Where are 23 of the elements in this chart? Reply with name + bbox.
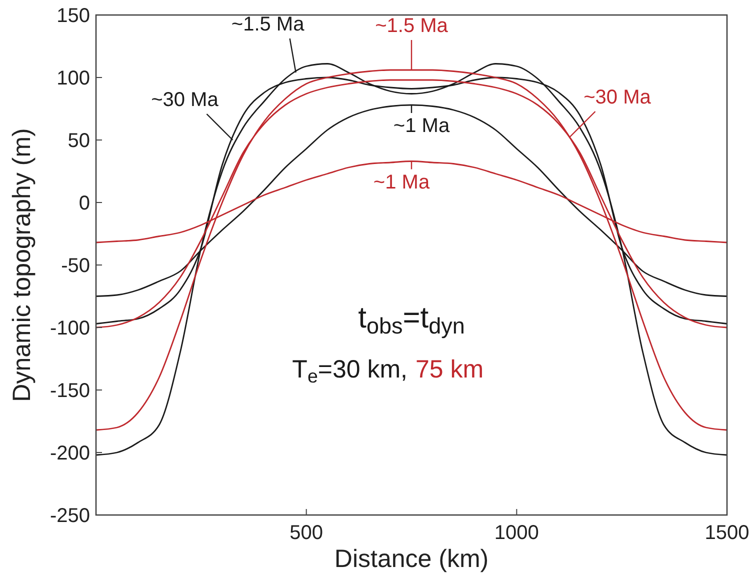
y-tick-label: -250 <box>50 505 90 527</box>
y-tick-label: -200 <box>50 442 90 464</box>
x-tick-label: 1000 <box>494 522 539 544</box>
annotation: ~1 Ma <box>393 115 450 137</box>
annotation: ~30 Ma <box>584 86 652 108</box>
y-tick-label: 50 <box>68 130 90 152</box>
y-tick-label: -150 <box>50 380 90 402</box>
y-tick-label: -50 <box>61 255 90 277</box>
annotation: 75 km <box>416 356 484 384</box>
annotation: ~1.5 Ma <box>375 15 449 37</box>
y-axis-title: Dynamic topography (m) <box>8 128 36 402</box>
y-tick-label: 150 <box>56 5 90 27</box>
x-axis-title: Distance (km) <box>334 545 489 573</box>
annotation: T$_{e}$=30 km, <box>292 356 408 386</box>
annotation: t$_{obs}$=t$_{dyn}$ <box>358 302 465 338</box>
x-tick-label: 500 <box>290 522 324 544</box>
y-tick-label: -100 <box>50 318 90 340</box>
x-tick-label: 1500 <box>704 522 750 544</box>
y-tick-label: 100 <box>56 68 90 90</box>
annotation: ~30 Ma <box>151 89 220 111</box>
annotation: ~1 Ma <box>373 171 430 194</box>
y-tick-label: 0 <box>78 192 90 214</box>
annotation: ~1.5 Ma <box>231 14 306 36</box>
